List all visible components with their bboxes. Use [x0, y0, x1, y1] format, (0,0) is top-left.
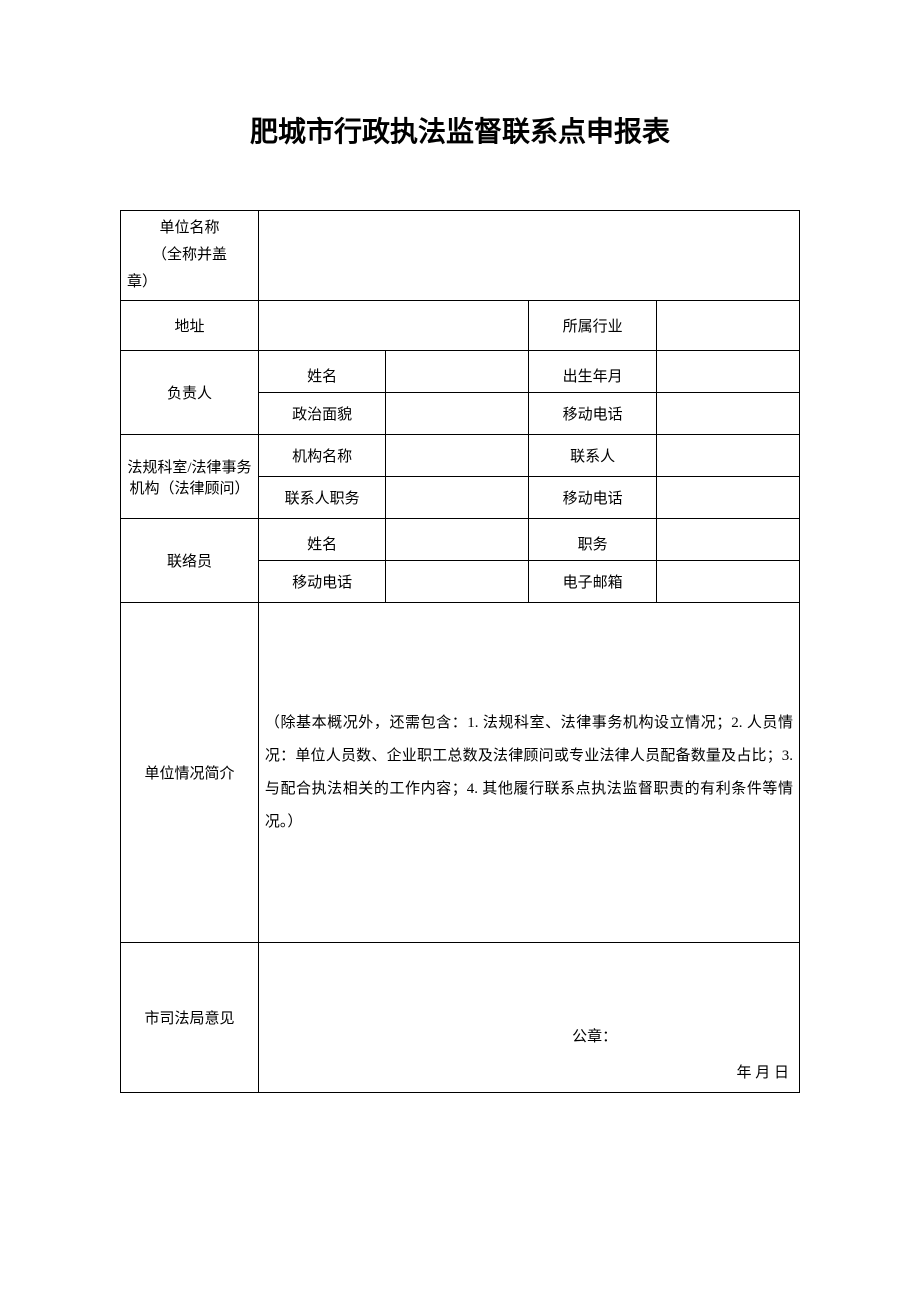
label-resp-political: 政治面貌 [258, 393, 385, 435]
application-form-table: 单位名称 （全称并盖 章） 地址 所属行业 负责人 姓名 出生年月 政治面貌 移… [120, 210, 800, 1093]
label-legal-mobile: 移动电话 [529, 477, 656, 519]
field-industry[interactable] [656, 301, 799, 351]
label-unit-summary: 单位情况简介 [121, 603, 259, 943]
field-bureau-opinion[interactable]: 公章： 年 月 日 [258, 943, 799, 1093]
field-contact-person[interactable] [656, 435, 799, 477]
field-liaison-name[interactable] [386, 519, 529, 561]
field-resp-birth[interactable] [656, 351, 799, 393]
label-unit-name: 单位名称 （全称并盖 章） [121, 211, 259, 301]
label-responsible: 负责人 [121, 351, 259, 435]
label-liaison-mobile: 移动电话 [258, 561, 385, 603]
field-org-name[interactable] [386, 435, 529, 477]
field-unit-summary[interactable]: （除基本概况外，还需包含：1. 法规科室、法律事务机构设立情况；2. 人员情况：… [258, 603, 799, 943]
field-resp-name[interactable] [386, 351, 529, 393]
label-resp-birth: 出生年月 [529, 351, 656, 393]
page-title: 肥城市行政执法监督联系点申报表 [120, 110, 800, 150]
label-contact-title: 联系人职务 [258, 477, 385, 519]
label-resp-name: 姓名 [258, 351, 385, 393]
label-liaison: 联络员 [121, 519, 259, 603]
label-industry: 所属行业 [529, 301, 656, 351]
label-resp-mobile: 移动电话 [529, 393, 656, 435]
label-address: 地址 [121, 301, 259, 351]
field-contact-title[interactable] [386, 477, 529, 519]
label-legal-dept: 法规科室/法律事务机构（法律顾问） [121, 435, 259, 519]
summary-description-text: （除基本概况外，还需包含：1. 法规科室、法律事务机构设立情况；2. 人员情况：… [265, 715, 793, 830]
stamp-label: 公章： [572, 1025, 617, 1046]
field-liaison-position[interactable] [656, 519, 799, 561]
field-address[interactable] [258, 301, 529, 351]
field-liaison-mobile[interactable] [386, 561, 529, 603]
label-liaison-position: 职务 [529, 519, 656, 561]
field-unit-name[interactable] [258, 211, 799, 301]
label-bureau-opinion: 市司法局意见 [121, 943, 259, 1093]
field-resp-mobile[interactable] [656, 393, 799, 435]
field-legal-mobile[interactable] [656, 477, 799, 519]
field-resp-political[interactable] [386, 393, 529, 435]
label-liaison-name: 姓名 [258, 519, 385, 561]
label-contact-person: 联系人 [529, 435, 656, 477]
field-liaison-email[interactable] [656, 561, 799, 603]
date-label: 年 月 日 [736, 1061, 789, 1082]
label-org-name: 机构名称 [258, 435, 385, 477]
label-liaison-email: 电子邮箱 [529, 561, 656, 603]
